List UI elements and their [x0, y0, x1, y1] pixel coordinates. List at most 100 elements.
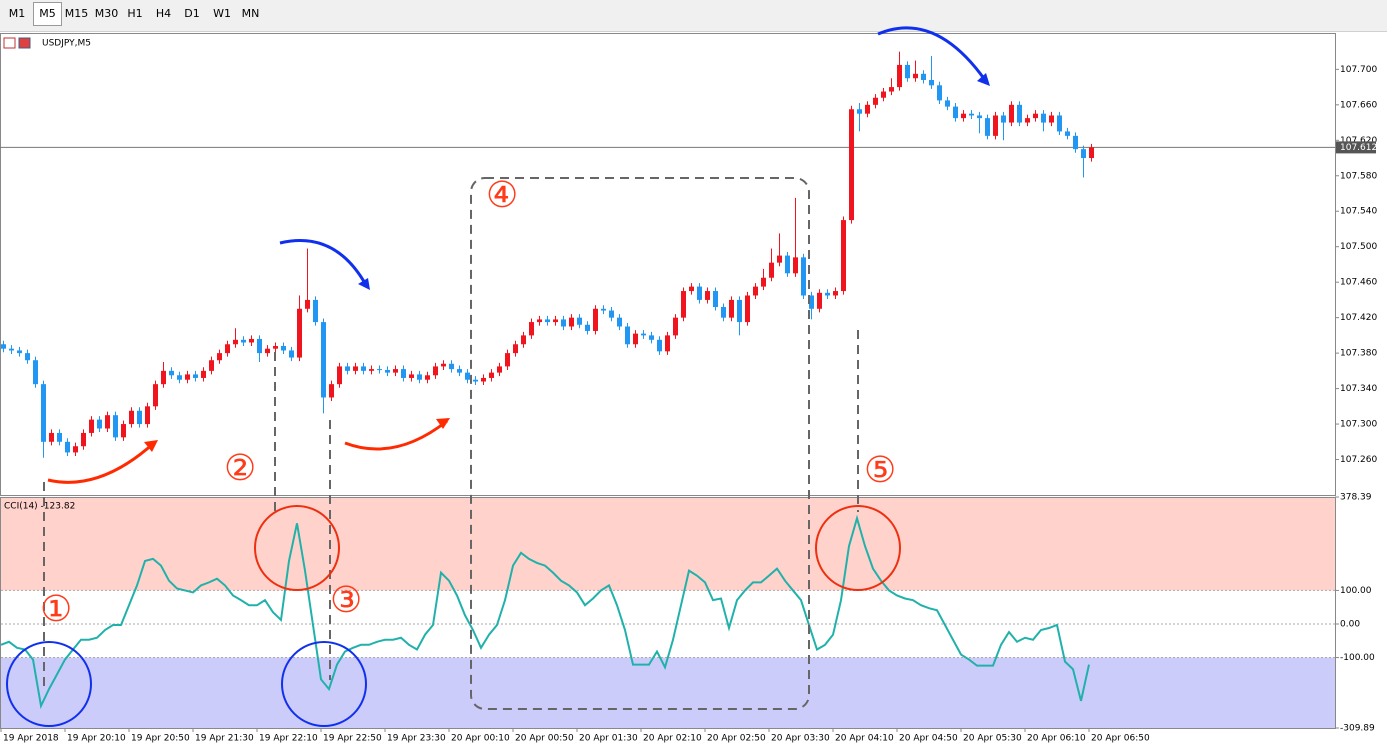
candle-body	[377, 369, 382, 371]
y-tick-label: 107.500	[1340, 242, 1377, 252]
arrow-head	[144, 440, 158, 452]
candle-body	[33, 360, 38, 385]
timeframe-button[interactable]: MN	[241, 7, 260, 20]
y-tick-label: 107.580	[1340, 171, 1377, 181]
candle-body	[1025, 118, 1030, 123]
x-tick-label: 20 Apr 04:50	[899, 734, 958, 744]
candle-body	[113, 415, 118, 438]
candle-body	[257, 338, 262, 354]
candle-body	[1065, 131, 1070, 136]
timeframe-button[interactable]: D1	[184, 7, 200, 20]
y-tick-label: 107.660	[1340, 100, 1377, 110]
timeframe-button[interactable]: M15	[64, 7, 89, 20]
candle-body	[961, 113, 966, 119]
candle-body	[737, 299, 742, 323]
candle-body	[105, 415, 110, 429]
x-tick-label: 19 Apr 21:30	[195, 734, 254, 744]
candle-body	[601, 308, 606, 311]
candle-body	[153, 384, 158, 407]
candle-body	[713, 291, 718, 308]
candle-body	[641, 333, 646, 336]
trend-arrow	[344, 419, 448, 451]
toolbar: M1 M5 M15 M30 H1 H4 D1 W1 MN	[0, 0, 1387, 32]
candle-body	[433, 366, 438, 376]
candle-body	[969, 113, 974, 116]
symbol-icon	[18, 37, 31, 49]
oversold-zone	[1, 657, 1335, 728]
candle-body	[145, 406, 150, 425]
candle-body	[561, 319, 566, 327]
timeframe-button[interactable]: W1	[213, 7, 231, 20]
candle-body	[25, 353, 30, 361]
oversold-circle	[281, 641, 367, 727]
candle-body	[857, 109, 862, 114]
candle-body	[337, 366, 342, 385]
candle-body	[761, 277, 766, 287]
candle-body	[945, 100, 950, 107]
timeframe-button[interactable]: H4	[155, 7, 172, 20]
timeframe-button[interactable]: M30	[94, 7, 119, 20]
x-tick-label: 20 Apr 05:30	[963, 734, 1022, 744]
candle-body	[449, 363, 454, 370]
candle-body	[905, 64, 910, 79]
candle-body	[505, 353, 510, 367]
x-tick-label: 19 Apr 23:30	[387, 734, 446, 744]
price-panel	[0, 33, 1336, 496]
x-tick-label: 20 Apr 03:30	[771, 734, 830, 744]
candle-body	[9, 348, 14, 351]
candle-body	[649, 335, 654, 340]
candle-body	[729, 299, 734, 318]
candle-body	[1089, 147, 1094, 159]
y-tick-label: 100.00	[1340, 586, 1372, 596]
candle-body	[41, 384, 46, 442]
candle-body	[681, 291, 686, 318]
candle-body	[937, 85, 942, 101]
candle-body	[785, 255, 790, 274]
candle-body	[193, 374, 198, 378]
candle-body	[465, 372, 470, 380]
candle-body	[425, 375, 430, 380]
guide-line	[43, 330, 859, 690]
y-tick-label: 378.39	[1340, 493, 1372, 503]
candle-body	[233, 339, 238, 345]
candle-body	[585, 324, 590, 331]
candle-body	[657, 339, 662, 352]
x-tick-label: 19 Apr 22:50	[323, 734, 382, 744]
x-tick-label: 19 Apr 2018	[3, 734, 59, 744]
candle-body	[817, 292, 822, 309]
annotation-layer: ① ② ③ ④ ⑤	[6, 26, 990, 727]
candle-body	[625, 326, 630, 345]
annotation: ①	[40, 589, 72, 630]
candle-body	[921, 73, 926, 80]
candle-body	[793, 257, 798, 274]
timeframe-button[interactable]: H1	[127, 7, 143, 20]
candle-body	[673, 317, 678, 336]
candle-body	[697, 286, 702, 300]
candle-body	[1057, 115, 1062, 132]
candle-body	[353, 366, 358, 371]
trend-arrow	[279, 239, 368, 286]
candle-body	[881, 91, 886, 98]
candle-body	[993, 115, 998, 136]
annotation: ④	[486, 175, 518, 216]
x-tick-label: 20 Apr 02:50	[707, 734, 766, 744]
y-tick-label: 107.420	[1340, 313, 1377, 323]
candle-body	[409, 374, 414, 378]
arrow-head	[436, 418, 450, 429]
candle-body	[289, 350, 294, 358]
timeframe-button[interactable]: M5	[33, 2, 62, 26]
overbought-circle	[815, 505, 901, 591]
candle-body	[721, 307, 726, 318]
candle-body	[553, 319, 558, 323]
y-tick-label: -309.89	[1340, 724, 1375, 734]
y-tick-label: 107.300	[1340, 420, 1377, 430]
x-tick-label: 19 Apr 22:10	[259, 734, 318, 744]
arrow-head	[977, 73, 990, 86]
candle-body	[65, 441, 70, 453]
candle-body	[1017, 104, 1022, 123]
candle-body	[833, 291, 838, 296]
candle-body	[1001, 115, 1006, 123]
candle-body	[537, 319, 542, 323]
timeframe-button[interactable]: M1	[8, 7, 26, 20]
